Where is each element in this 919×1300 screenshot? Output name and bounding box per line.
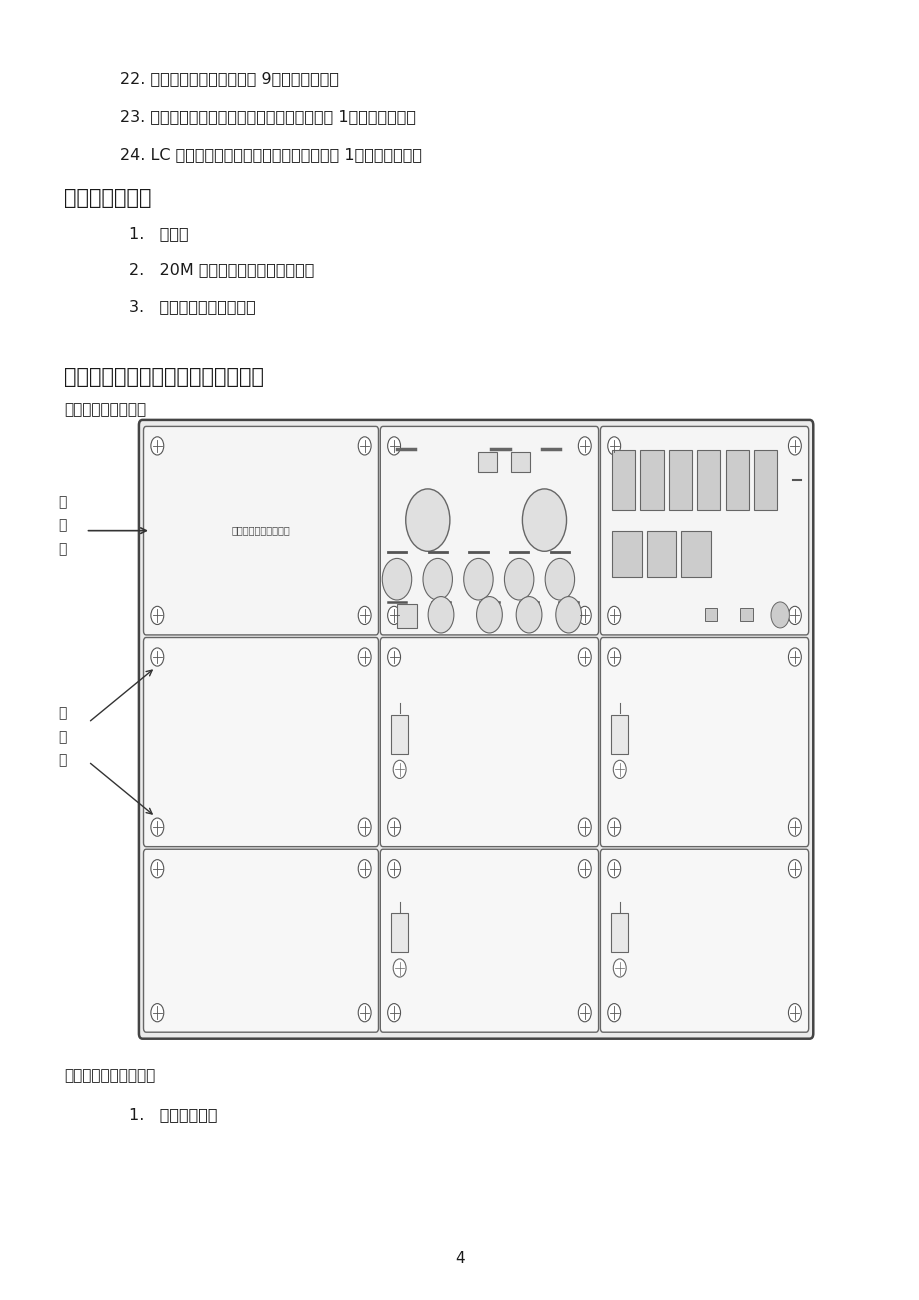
Text: 3.   万用表（数字或模拟）: 3. 万用表（数字或模拟） (129, 299, 255, 315)
Text: 1.   实验桌: 1. 实验桌 (129, 226, 188, 242)
Circle shape (405, 489, 449, 551)
FancyBboxPatch shape (143, 637, 378, 846)
Circle shape (387, 647, 400, 666)
Circle shape (578, 859, 591, 878)
Circle shape (357, 859, 370, 878)
Circle shape (607, 1004, 620, 1022)
Text: 四、需另配设备: 四、需另配设备 (64, 188, 152, 208)
Circle shape (151, 818, 164, 836)
Circle shape (476, 597, 502, 633)
Bar (668, 450, 691, 510)
Bar (478, 452, 496, 472)
Circle shape (382, 559, 412, 601)
Circle shape (578, 1004, 591, 1022)
Bar (611, 715, 628, 754)
Bar (391, 715, 407, 754)
Text: 24. LC 串、并联谐振回路特性实验（选件模块 1，属选做实验）: 24. LC 串、并联谐振回路特性实验（选件模块 1，属选做实验） (119, 147, 421, 162)
Circle shape (392, 959, 405, 978)
Text: 附一：产品布局简图: 附一：产品布局简图 (64, 402, 146, 417)
Circle shape (151, 647, 164, 666)
Circle shape (578, 606, 591, 624)
FancyBboxPatch shape (600, 426, 808, 634)
Bar (391, 914, 407, 953)
Text: 附二：综合实验方框图: 附二：综合实验方框图 (64, 1069, 155, 1084)
Circle shape (578, 437, 591, 455)
Circle shape (788, 859, 800, 878)
Bar (640, 450, 663, 510)
Circle shape (357, 437, 370, 455)
Circle shape (607, 647, 620, 666)
Circle shape (387, 818, 400, 836)
Text: 区: 区 (58, 542, 67, 556)
Bar (697, 450, 720, 510)
FancyBboxPatch shape (600, 637, 808, 846)
Circle shape (151, 606, 164, 624)
Circle shape (504, 559, 533, 601)
Circle shape (387, 437, 400, 455)
Circle shape (151, 1004, 164, 1022)
Circle shape (788, 437, 800, 455)
Bar (511, 452, 529, 472)
FancyBboxPatch shape (380, 426, 598, 634)
Circle shape (770, 602, 789, 628)
Circle shape (357, 1004, 370, 1022)
Circle shape (788, 818, 800, 836)
Circle shape (357, 647, 370, 666)
Circle shape (788, 606, 800, 624)
Circle shape (423, 559, 452, 601)
Bar (740, 608, 753, 621)
Bar (681, 530, 710, 577)
Bar (753, 450, 777, 510)
Circle shape (392, 760, 405, 779)
Circle shape (427, 597, 453, 633)
Circle shape (151, 859, 164, 878)
Text: 1.   自动增益控制: 1. 自动增益控制 (129, 1108, 217, 1123)
Bar (646, 530, 675, 577)
Circle shape (555, 597, 581, 633)
Text: 2.   20M 双踪示波器（数字或模拟）: 2. 20M 双踪示波器（数字或模拟） (129, 263, 313, 278)
Circle shape (387, 606, 400, 624)
Circle shape (578, 818, 591, 836)
Bar (611, 450, 634, 510)
Circle shape (387, 1004, 400, 1022)
Circle shape (788, 647, 800, 666)
FancyBboxPatch shape (600, 849, 808, 1032)
Bar (397, 604, 417, 628)
Circle shape (578, 647, 591, 666)
Bar (725, 450, 748, 510)
Text: 附：产品布局简图及综合实验方框图: 附：产品布局简图及综合实验方框图 (64, 367, 264, 386)
FancyBboxPatch shape (380, 849, 598, 1032)
Circle shape (613, 959, 626, 978)
Circle shape (357, 818, 370, 836)
Text: 4: 4 (455, 1251, 464, 1266)
Circle shape (463, 559, 493, 601)
Text: 23. 常用低通、带通滤波器特性实验（选件模块 1，属选做实验）: 23. 常用低通、带通滤波器特性实验（选件模块 1，属选做实验） (119, 109, 415, 125)
Circle shape (607, 818, 620, 836)
Text: 验: 验 (58, 729, 67, 744)
Text: 实: 实 (58, 706, 67, 720)
Text: 器: 器 (58, 519, 67, 533)
Text: 高频电子线路实验系统: 高频电子线路实验系统 (232, 525, 290, 536)
FancyBboxPatch shape (143, 849, 378, 1032)
Circle shape (387, 859, 400, 878)
Circle shape (607, 606, 620, 624)
Circle shape (151, 437, 164, 455)
Circle shape (607, 859, 620, 878)
Circle shape (516, 597, 541, 633)
FancyBboxPatch shape (139, 420, 812, 1039)
Text: 22. 波形变换实验（选件模块 9，属选做实验）: 22. 波形变换实验（选件模块 9，属选做实验） (119, 72, 338, 87)
Bar (611, 914, 628, 953)
FancyBboxPatch shape (143, 426, 378, 634)
Bar (611, 530, 641, 577)
Circle shape (522, 489, 566, 551)
Circle shape (357, 606, 370, 624)
Circle shape (607, 437, 620, 455)
Circle shape (613, 760, 626, 779)
FancyBboxPatch shape (380, 637, 598, 846)
Text: 区: 区 (58, 753, 67, 767)
Text: 仪: 仪 (58, 495, 67, 510)
Circle shape (545, 559, 574, 601)
Bar (704, 608, 717, 621)
Circle shape (788, 1004, 800, 1022)
